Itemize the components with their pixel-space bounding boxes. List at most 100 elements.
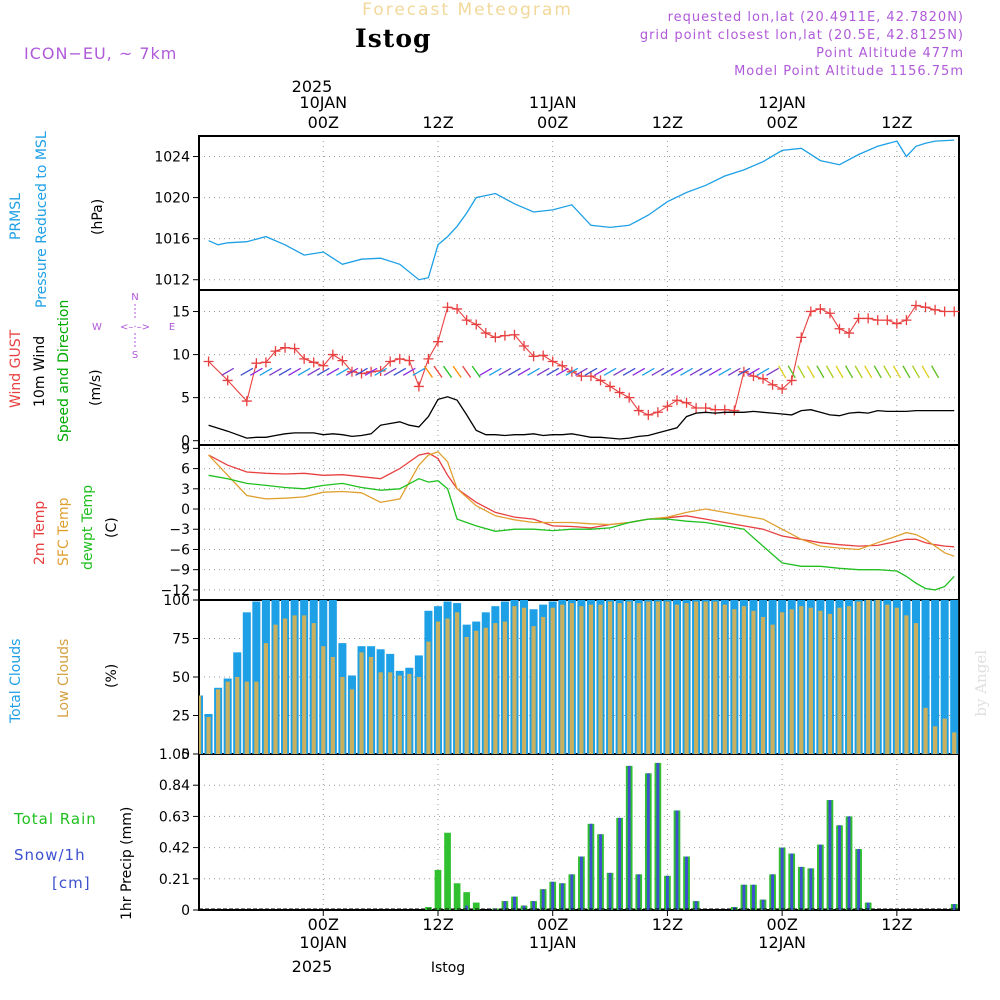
chart-title: Forecast Meteogram — [362, 0, 573, 20]
low-cloud-bar — [799, 606, 804, 754]
low-cloud-bar — [502, 621, 508, 754]
gust-marker — [413, 381, 424, 392]
wind-direction-arrow — [393, 367, 407, 376]
snow-bar — [465, 905, 469, 910]
wind-direction-arrow — [443, 365, 453, 378]
low-cloud-bar — [493, 623, 498, 754]
wind-direction-arrow — [844, 365, 854, 379]
wind-direction-arrow — [747, 367, 760, 376]
wind-direction-arrow — [575, 367, 588, 376]
y-tick-label: 25 — [172, 709, 190, 725]
low-cloud-bar — [894, 607, 899, 754]
wind-direction-arrow — [921, 365, 930, 379]
gust-marker — [375, 365, 386, 376]
t2m-line — [208, 452, 955, 548]
low-cloud-bar — [349, 689, 355, 754]
low-cloud-bar — [435, 621, 441, 754]
wind-direction-arrow — [221, 367, 235, 376]
y-tick-label: 10 — [172, 348, 190, 364]
low-cloud-bar — [282, 618, 288, 754]
snow-bar — [599, 834, 602, 910]
gust-marker — [557, 360, 568, 371]
low-cloud-bar — [684, 603, 689, 754]
top-hour-label: 12Z — [652, 113, 683, 132]
snow-bar — [818, 844, 822, 910]
wind-direction-arrow — [288, 367, 301, 376]
y-tick-label: 0 — [181, 747, 190, 763]
snow-bar — [570, 874, 574, 910]
wind-direction-arrow — [462, 365, 472, 378]
wind-direction-arrow — [689, 367, 703, 376]
wind-direction-arrow — [374, 367, 388, 376]
gust-marker — [777, 384, 788, 395]
snow-bar — [771, 874, 775, 910]
low-cloud-bar — [474, 630, 479, 754]
gust-marker — [863, 313, 874, 324]
gust-marker — [538, 350, 549, 361]
wind-direction-arrow — [727, 367, 741, 376]
low-cloud-bar — [330, 656, 335, 754]
bottom-hour-label: 00Z — [537, 915, 568, 934]
wind-direction-arrow — [471, 365, 481, 378]
gust-marker — [652, 407, 663, 418]
gust-marker — [480, 328, 491, 339]
wind-direction-arrow — [278, 367, 292, 376]
snow-bar — [627, 765, 631, 910]
gust-marker — [241, 396, 252, 407]
y-tick-label: 0 — [181, 903, 190, 919]
snow-bar — [828, 800, 832, 910]
y-tick-label: −12 — [160, 583, 190, 599]
gust-marker — [805, 306, 816, 317]
bottom-hour-label: 12Z — [652, 915, 683, 934]
gust-marker — [691, 402, 702, 413]
low-cloud-bar — [627, 601, 632, 754]
snow-bar — [809, 868, 813, 910]
low-cloud-bar — [579, 606, 584, 754]
rain-bar — [463, 892, 471, 910]
gust-marker — [633, 405, 644, 416]
wind-direction-arrow — [555, 367, 569, 376]
low-cloud-bar — [932, 726, 938, 754]
wind-direction-arrow — [316, 367, 330, 376]
gust-marker — [432, 336, 443, 347]
wind-direction-arrow — [825, 365, 835, 379]
bottom-date-label: 10JAN — [299, 933, 347, 952]
low-cloud-bar — [789, 609, 794, 754]
low-cloud-bar — [311, 623, 316, 754]
low-cloud-bar — [560, 604, 565, 754]
low-cloud-bar — [445, 618, 450, 754]
gust-marker — [824, 308, 835, 319]
top-hour-label: 00Z — [308, 113, 339, 132]
snow-bar — [579, 856, 583, 910]
low-cloud-bar — [741, 606, 747, 754]
dewpt-line — [208, 474, 955, 591]
low-cloud-bar — [751, 610, 756, 754]
low-cloud-bar — [254, 681, 259, 754]
panel-prmsl: 1012 1016 1020 1024 — [154, 135, 960, 291]
low-cloud-bar — [512, 606, 517, 754]
snow-unit-label: [cm] — [52, 874, 91, 892]
compass-s: S — [132, 350, 138, 361]
y-tick-label: 6 — [181, 462, 190, 478]
low-cloud-bar — [713, 601, 718, 754]
gust-marker — [280, 342, 291, 353]
panel-temperature: 9 6 3 0 −3 −6 −9 −12 — [160, 441, 960, 601]
snow-bar — [675, 810, 679, 910]
gust-marker — [595, 375, 606, 386]
low-cloud-bar — [866, 600, 871, 754]
snow-bar — [503, 901, 507, 910]
model-label: ICON−EU, ~ 7km — [24, 44, 178, 63]
gust-marker — [222, 375, 233, 386]
wind-direction-arrow — [402, 367, 416, 376]
wind-direction-arrow — [307, 367, 321, 376]
wind-direction-arrow — [787, 365, 796, 379]
low-cloud-bar — [292, 615, 297, 754]
wind-direction-arrow — [718, 367, 732, 376]
y-tick-label: 3 — [181, 482, 190, 498]
low-cloud-bar — [378, 672, 383, 754]
gust-marker — [930, 304, 941, 315]
low-cloud-bar — [655, 601, 660, 754]
gust-marker — [337, 355, 348, 366]
low-cloud-bar — [598, 604, 603, 754]
